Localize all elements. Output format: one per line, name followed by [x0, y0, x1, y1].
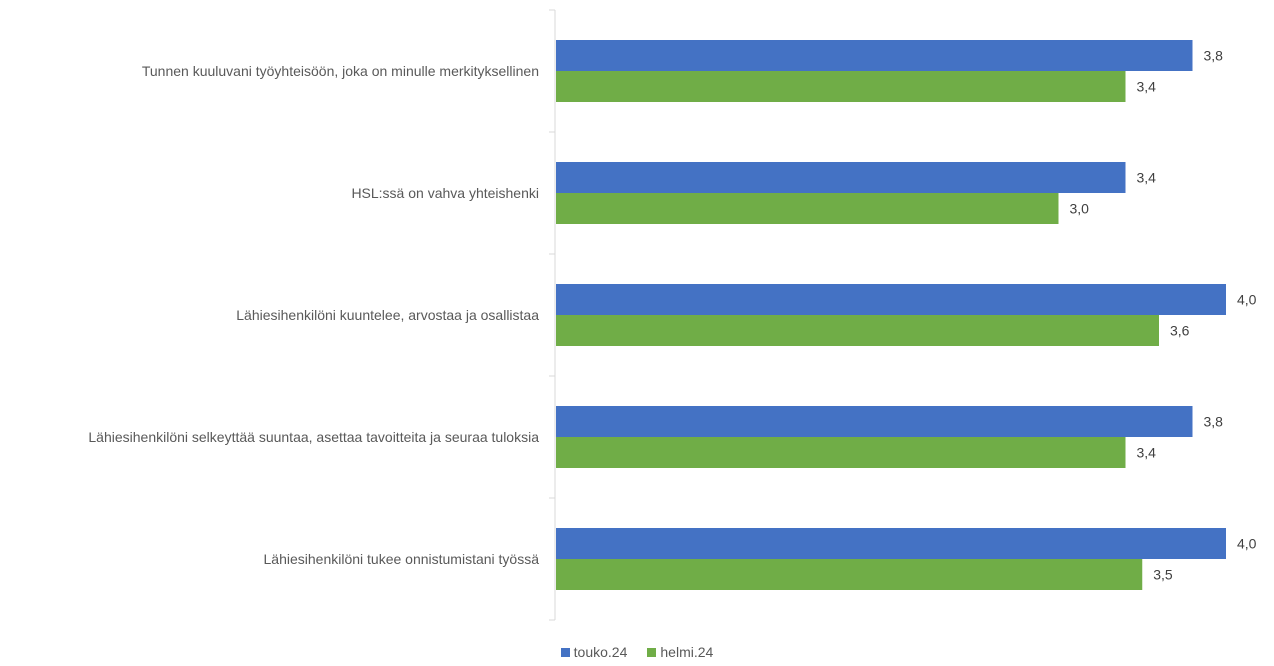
category-label: Tunnen kuuluvani työyhteisöön, joka on m… — [142, 63, 539, 79]
legend-label-series-2: helmi.24 — [660, 644, 714, 660]
legend-swatch-series-2 — [647, 647, 657, 657]
legend-item-series-2: helmi.24 — [647, 644, 713, 660]
data-label: 3,8 — [1204, 414, 1224, 430]
data-label: 3,6 — [1170, 323, 1190, 339]
bar-chart: Tunnen kuuluvani työyhteisöön, joka on m… — [88, 9, 1257, 621]
data-label: 3,4 — [1137, 79, 1157, 95]
data-label: 3,5 — [1153, 567, 1173, 583]
data-label: 3,0 — [1070, 201, 1090, 217]
data-label: 3,4 — [1137, 170, 1157, 186]
bar-touko.24-4 — [556, 406, 1193, 437]
category-label: Lähiesihenkilöni selkeyttää suuntaa, ase… — [88, 429, 539, 445]
bar-touko.24-5 — [556, 528, 1226, 559]
legend-item-series-1: touko.24 — [560, 644, 628, 660]
bar-touko.24-3 — [556, 284, 1226, 315]
legend-label-series-1: touko.24 — [573, 644, 628, 660]
data-label: 4,0 — [1237, 536, 1257, 552]
bar-helmi.24-5 — [556, 559, 1143, 590]
category-label: HSL:ssä on vahva yhteishenki — [351, 185, 539, 201]
legend: touko.24 helmi.24 — [0, 644, 1274, 660]
category-label: Lähiesihenkilöni kuuntelee, arvostaa ja … — [236, 307, 539, 323]
bar-helmi.24-4 — [556, 437, 1126, 468]
bar-touko.24-2 — [556, 162, 1126, 193]
bar-helmi.24-2 — [556, 193, 1059, 224]
legend-swatch-series-1 — [560, 647, 570, 657]
bar-helmi.24-1 — [556, 71, 1126, 102]
data-label: 4,0 — [1237, 292, 1257, 308]
bar-helmi.24-3 — [556, 315, 1159, 346]
data-label: 3,8 — [1204, 48, 1224, 64]
bar-touko.24-1 — [556, 40, 1193, 71]
category-label: Lähiesihenkilöni tukee onnistumistani ty… — [264, 551, 540, 567]
data-label: 3,4 — [1137, 445, 1157, 461]
